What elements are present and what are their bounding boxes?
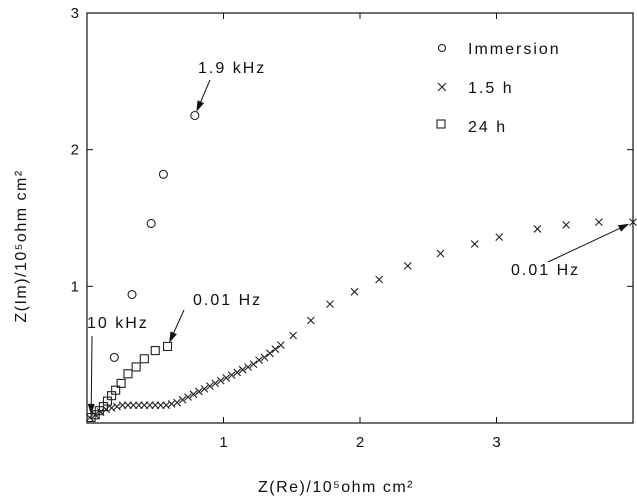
point-1-5h <box>276 341 285 349</box>
point-1-5h <box>118 401 127 410</box>
point-1-5h <box>594 218 603 226</box>
point-1-5h <box>260 353 269 362</box>
legend: Immersion 1.5 h 24 h <box>436 41 561 136</box>
y-axis-title: Z(Im)/10⁵ohm cm² <box>13 169 30 322</box>
point-1-5h <box>629 218 637 226</box>
legend-marker-immersion <box>437 43 447 53</box>
point-1-5h <box>436 249 445 258</box>
point-24h <box>123 369 133 379</box>
x-axis-title: Z(Re)/10⁵ohm cm² <box>258 479 414 496</box>
point-1-5h <box>495 233 504 242</box>
point-1-5h <box>195 387 203 396</box>
y-tick-label: 1 <box>71 278 79 295</box>
point-1-5h <box>238 365 247 374</box>
point-1-5h <box>200 384 209 393</box>
point-1-5h <box>129 401 138 410</box>
legend-label-immersion: Immersion <box>468 41 561 58</box>
annotation-arrow <box>196 79 211 112</box>
point-1-5h <box>205 382 214 390</box>
point-1-5h <box>151 401 160 410</box>
legend-label-1-5h: 1.5 h <box>468 80 514 97</box>
annotation-arrow <box>547 223 630 263</box>
point-1-5h <box>140 401 149 410</box>
point-immersion <box>158 169 168 179</box>
point-1-5h <box>533 225 542 233</box>
point-1-5h <box>289 331 298 340</box>
point-1-5h <box>145 401 154 410</box>
point-24h <box>150 346 160 356</box>
point-immersion <box>190 110 200 121</box>
x-tick-label: 1 <box>219 434 227 451</box>
point-1-5h <box>156 401 165 410</box>
point-1-5h <box>249 360 258 369</box>
x-tick-label: 3 <box>492 434 500 451</box>
point-1-5h <box>113 402 121 411</box>
point-1-5h <box>134 401 143 410</box>
point-1-5h <box>233 368 242 377</box>
data-marks <box>85 110 637 423</box>
point-24h <box>139 354 149 364</box>
point-1-5h <box>173 398 181 407</box>
point-immersion <box>146 218 156 229</box>
point-1-5h <box>184 393 192 401</box>
point-1-5h <box>227 371 236 380</box>
point-1-5h <box>271 345 280 354</box>
annotation-0-01hz-24h: 0.01 Hz <box>193 292 262 309</box>
point-1-5h <box>167 399 176 408</box>
point-24h <box>131 362 141 372</box>
annotation-arrow <box>87 335 95 415</box>
point-24h <box>111 385 121 395</box>
legend-marker-1-5h <box>437 82 447 92</box>
point-1-5h <box>350 287 359 296</box>
point-1-5h <box>216 376 225 385</box>
y-tick-label: 2 <box>71 142 79 159</box>
point-24h <box>162 341 173 352</box>
annotation-0-01hz-1-5h: 0.01 Hz <box>511 262 580 279</box>
point-immersion <box>109 352 119 362</box>
x-tick-label: 2 <box>356 434 364 451</box>
y-tick-label: 3 <box>71 5 79 22</box>
point-1-5h <box>244 363 252 371</box>
annotation-10khz: 10 kHz <box>87 315 149 332</box>
point-1-5h <box>562 220 571 229</box>
annotation-arrows <box>87 79 630 415</box>
point-immersion <box>127 289 137 300</box>
point-1-5h <box>162 401 171 410</box>
point-1-5h <box>124 401 132 410</box>
point-1-5h <box>211 379 220 388</box>
annotation-arrow <box>169 309 185 343</box>
plot-frame <box>86 12 634 424</box>
legend-label-24h: 24 h <box>468 119 507 136</box>
point-1-5h <box>470 240 479 248</box>
point-1-5h <box>306 316 315 325</box>
point-1-5h <box>255 356 263 365</box>
point-1-5h <box>266 349 274 358</box>
point-1-5h <box>189 390 198 399</box>
point-1-5h <box>326 300 334 308</box>
point-1-5h <box>222 374 231 382</box>
point-1-5h <box>403 261 412 270</box>
point-24h <box>116 378 126 388</box>
point-1-5h <box>375 275 383 284</box>
point-1-5h <box>178 395 187 404</box>
annotation-1-9khz: 1.9 kHz <box>198 60 266 77</box>
legend-marker-24h <box>436 119 446 129</box>
axis-ticks: 1 2 3 1 2 3 <box>71 5 633 451</box>
